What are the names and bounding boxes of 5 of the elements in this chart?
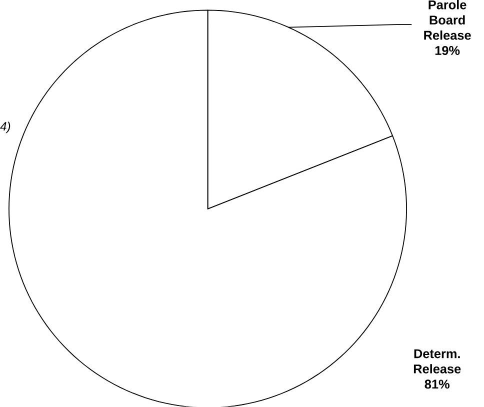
slice-label: Determ. Release — [414, 349, 461, 374]
data-label: 19% — [435, 46, 460, 56]
slice-label: Parole Board Release — [424, 0, 471, 40]
text: 4) — [0, 122, 10, 134]
data-label: 81% — [424, 380, 450, 389]
